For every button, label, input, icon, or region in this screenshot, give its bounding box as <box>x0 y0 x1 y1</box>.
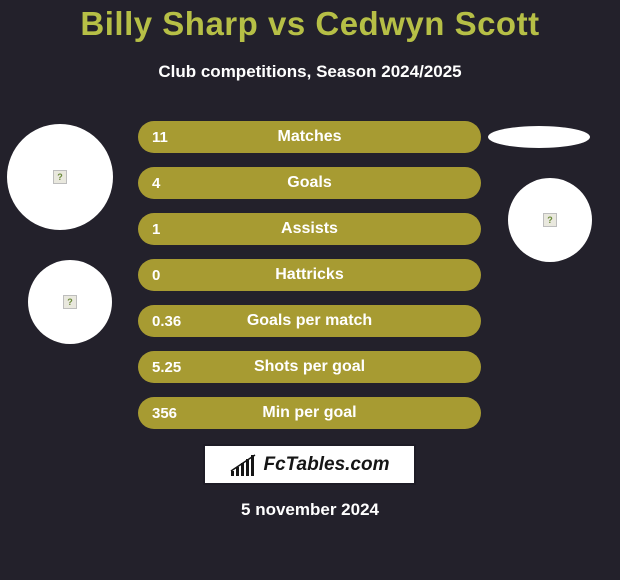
stat-row: 5.25Shots per goal <box>138 351 481 383</box>
stat-row: 0.36Goals per match <box>138 305 481 337</box>
stat-label: Goals per match <box>138 312 481 330</box>
date-text: 5 november 2024 <box>0 500 620 520</box>
stat-row: 0Hattricks <box>138 259 481 291</box>
stat-label: Matches <box>138 128 481 146</box>
stat-row: 11Matches <box>138 121 481 153</box>
stat-label: Goals <box>138 174 481 192</box>
stat-row: 1Assists <box>138 213 481 245</box>
player2-name: Cedwyn Scott <box>315 5 539 42</box>
stat-row: 4Goals <box>138 167 481 199</box>
stat-label: Hattricks <box>138 266 481 284</box>
stats-rows: 11Matches 4Goals 1Assists 0Hattricks 0.36Goa… <box>138 121 481 429</box>
page-subtitle: Club competitions, Season 2024/2025 <box>0 62 620 82</box>
comparison-infographic: Billy Sharp vs Cedwyn Scott Club competi… <box>0 0 620 580</box>
stat-row: 356Min per goal <box>138 397 481 429</box>
stat-label: Min per goal <box>138 404 481 422</box>
page-title: Billy Sharp vs Cedwyn Scott <box>0 5 620 43</box>
stat-label: Shots per goal <box>138 358 481 376</box>
placeholder-image-icon: ? <box>63 295 77 309</box>
vs-text: vs <box>268 5 306 42</box>
stat-label: Assists <box>138 220 481 238</box>
decor-ellipse-right <box>488 126 590 148</box>
bar-chart-icon <box>229 454 257 476</box>
fctables-logo: FcTables.com <box>203 444 416 485</box>
logo-text: FcTables.com <box>263 454 389 476</box>
player1-name: Billy Sharp <box>80 5 258 42</box>
placeholder-image-icon: ? <box>543 213 557 227</box>
placeholder-image-icon: ? <box>53 170 67 184</box>
